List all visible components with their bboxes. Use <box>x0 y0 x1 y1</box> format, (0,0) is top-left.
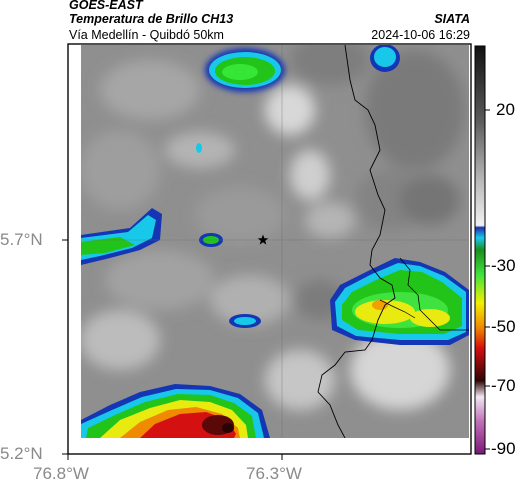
colorbar-tick-label: -30 <box>491 256 516 275</box>
cold-cloud-north <box>205 48 285 92</box>
product-title: Temperatura de Brillo CH13 <box>69 12 234 26</box>
cold-cloud-northeast <box>370 45 400 72</box>
satellite-title: GOES-EAST <box>69 0 143 12</box>
lon-tick-label: 76.8°W <box>33 464 89 483</box>
colorbar-tick-label: -50 <box>491 317 516 336</box>
cold-cloud-south <box>81 384 270 438</box>
lat-tick-label: 5.2°N <box>0 444 43 463</box>
datetime-label: 2024-10-06 16:29 <box>371 28 470 42</box>
agency-label: SIATA <box>434 12 470 26</box>
lat-tick-label: 5.7°N <box>0 230 43 249</box>
region-subtitle: Vía Medellín - Quibdó 50km <box>69 28 224 42</box>
colorbar-tick-label: -70 <box>491 376 516 395</box>
department-border <box>317 45 396 438</box>
colorbar-tick-label: 20 <box>496 100 515 119</box>
colorbar-tick-label: -90 <box>491 439 516 458</box>
cold-cloud-east <box>330 258 469 345</box>
cold-cloud-west <box>81 208 261 328</box>
colorbar <box>474 45 486 455</box>
lon-tick-label: 76.3°W <box>246 464 302 483</box>
star-icon <box>257 234 269 245</box>
